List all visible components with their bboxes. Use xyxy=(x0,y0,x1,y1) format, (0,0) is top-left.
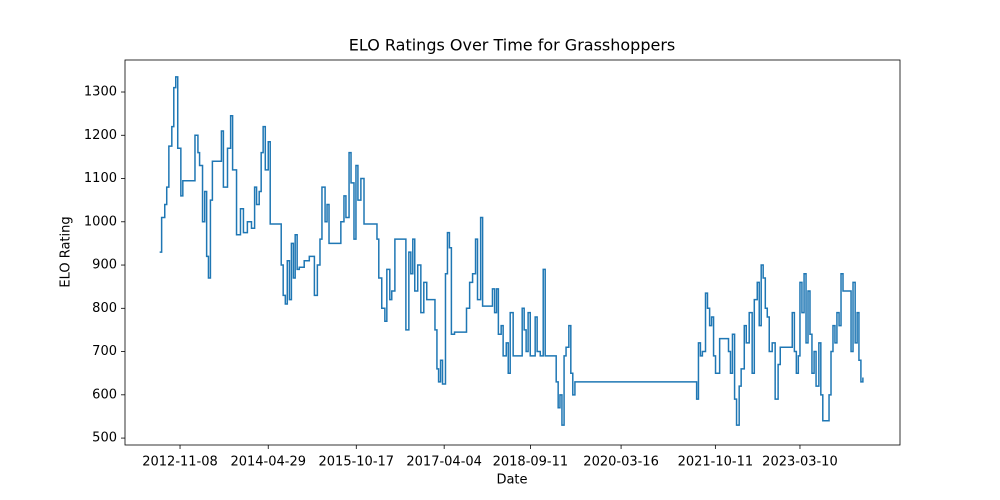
y-axis-label: ELO Rating xyxy=(59,216,74,287)
y-tick-label: 500 xyxy=(92,431,117,446)
y-tick-label: 900 xyxy=(92,258,117,273)
x-tick-label: 2023-03-10 xyxy=(762,455,838,470)
x-axis-label: Date xyxy=(496,473,527,488)
y-tick-label: 1000 xyxy=(84,214,117,229)
y-tick-label: 1100 xyxy=(84,171,117,186)
x-tick-label: 2012-11-08 xyxy=(142,455,218,470)
y-tick-label: 700 xyxy=(92,344,117,359)
chart-title: ELO Ratings Over Time for Grasshoppers xyxy=(349,36,676,55)
x-tick-label: 2015-10-17 xyxy=(319,455,395,470)
x-tick-label: 2014-04-29 xyxy=(230,455,306,470)
x-tick-label: 2017-04-04 xyxy=(406,455,482,470)
y-tick-label: 600 xyxy=(92,387,117,402)
plot-frame xyxy=(124,59,901,446)
y-tick-label: 1200 xyxy=(84,128,117,143)
x-tick-label: 2021-10-11 xyxy=(678,455,754,470)
line xyxy=(159,76,864,426)
y-tick-label: 800 xyxy=(92,301,117,316)
x-tick-label: 2020-03-16 xyxy=(583,455,659,470)
y-tick-label: 1300 xyxy=(84,85,117,100)
x-tick-label: 2018-09-11 xyxy=(493,455,569,470)
